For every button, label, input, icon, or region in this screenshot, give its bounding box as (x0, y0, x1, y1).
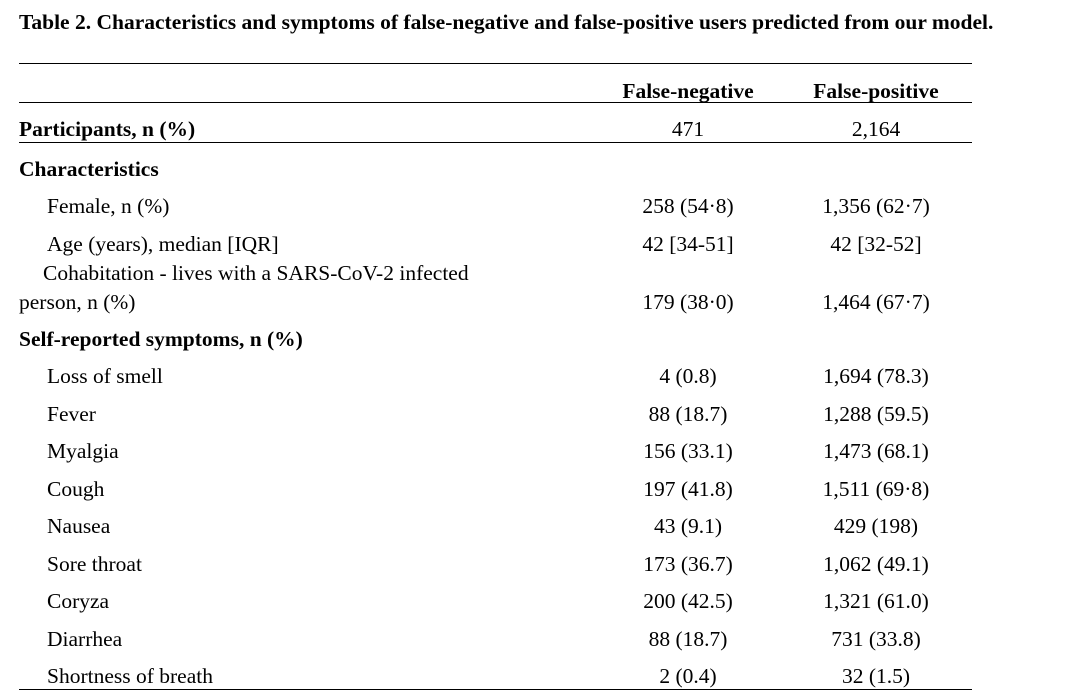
symptom-false-positive: 1,288 (59.5) (823, 401, 929, 426)
top-rule (19, 63, 972, 64)
symptom-row: Fever 88 (18.7) 1,288 (59.5) (0, 401, 1068, 427)
symptom-label: Coryza (47, 589, 110, 613)
participants-false-positive: 2,164 (851, 117, 901, 141)
symptom-label: Nausea (47, 514, 111, 538)
characteristic-label: Age (years), median [IQR] (47, 231, 279, 256)
participants-false-negative: 471 (671, 117, 705, 141)
symptom-label: Diarrhea (47, 626, 123, 651)
cohabitation-label-line1: Cohabitation - lives with a SARS-CoV-2 i… (43, 261, 469, 285)
symptom-row: Shortness of breath 2 (0.4) 32 (1.5) (0, 663, 1068, 689)
symptom-false-positive: 32 (1.5) (841, 664, 911, 688)
characteristic-false-positive: 42 [32-52] (830, 231, 922, 256)
symptom-false-negative: 43 (9.1) (653, 514, 723, 538)
symptom-label: Loss of smell (47, 364, 163, 388)
characteristics-heading: Characteristics (19, 157, 159, 181)
symptom-label: Myalgia (47, 439, 119, 463)
symptom-label: Shortness of breath (47, 664, 213, 688)
participants-label: Participants, n (%) (19, 117, 196, 141)
symptoms-heading-row: Self-reported symptoms, n (%) (0, 326, 1068, 352)
symptom-row: Sore throat 173 (36.7) 1,062 (49.1) (0, 551, 1068, 577)
cohabitation-false-positive: 1,464 (67·7) (822, 290, 930, 314)
characteristic-false-positive: 1,356 (62·7) (822, 194, 930, 218)
symptom-false-negative: 197 (41.8) (643, 476, 733, 501)
symptoms-heading: Self-reported symptoms, n (%) (19, 327, 303, 351)
characteristic-label: Female, n (%) (47, 194, 170, 218)
symptom-label: Fever (47, 401, 96, 426)
symptom-false-positive: 1,321 (61.0) (823, 589, 929, 613)
symptom-label: Sore throat (47, 551, 142, 576)
column-header-row: False-negative False-positive (0, 78, 1068, 104)
symptom-false-negative: 88 (18.7) (648, 401, 728, 426)
symptom-false-negative: 2 (0.4) (659, 664, 717, 688)
symptom-false-negative: 88 (18.7) (648, 626, 728, 651)
characteristics-heading-row: Characteristics (0, 156, 1068, 182)
symptom-false-positive: 429 (198) (833, 514, 919, 538)
symptom-row: Myalgia 156 (33.1) 1,473 (68.1) (0, 438, 1068, 464)
symptom-false-negative: 173 (36.7) (643, 551, 733, 576)
participants-row: Participants, n (%) 471 2,164 (0, 116, 1068, 142)
cohabitation-label-line2: person, n (%) (19, 290, 136, 314)
cohabitation-false-negative: 179 (38·0) (642, 290, 734, 314)
symptom-false-positive: 1,473 (68.1) (823, 439, 929, 463)
symptom-false-positive: 1,062 (49.1) (823, 551, 929, 576)
table-caption: Table 2. Characteristics and symptoms of… (19, 10, 994, 34)
symptom-row: Coryza 200 (42.5) 1,321 (61.0) (0, 588, 1068, 614)
symptom-false-negative: 4 (0.8) (659, 364, 717, 388)
symptom-false-positive: 1,694 (78.3) (823, 364, 929, 388)
symptom-false-positive: 731 (33.8) (831, 626, 921, 651)
symptom-false-positive: 1,511 (69·8) (822, 476, 930, 501)
symptom-row: Diarrhea 88 (18.7) 731 (33.8) (0, 626, 1068, 652)
characteristic-row: Age (years), median [IQR] 42 [34-51] 42 [3… (0, 231, 1068, 257)
participants-rule (19, 142, 972, 143)
characteristic-false-negative: 42 [34-51] (642, 231, 734, 256)
symptom-row: Cough 197 (41.8) 1,511 (69·8) (0, 476, 1068, 502)
characteristic-false-negative: 258 (54·8) (642, 194, 734, 218)
symptom-row: Loss of smell 4 (0.8) 1,694 (78.3) (0, 363, 1068, 389)
symptom-false-negative: 156 (33.1) (643, 439, 733, 463)
characteristic-row: Female, n (%) 258 (54·8) 1,356 (62·7) (0, 193, 1068, 219)
symptom-label: Cough (47, 476, 105, 501)
column-header-false-negative: False-negative (622, 79, 754, 103)
column-header-false-positive: False-positive (813, 79, 939, 103)
symptom-false-negative: 200 (42.5) (643, 589, 733, 613)
header-rule (19, 102, 972, 103)
symptom-row: Nausea 43 (9.1) 429 (198) (0, 513, 1068, 539)
bottom-rule (19, 689, 972, 690)
